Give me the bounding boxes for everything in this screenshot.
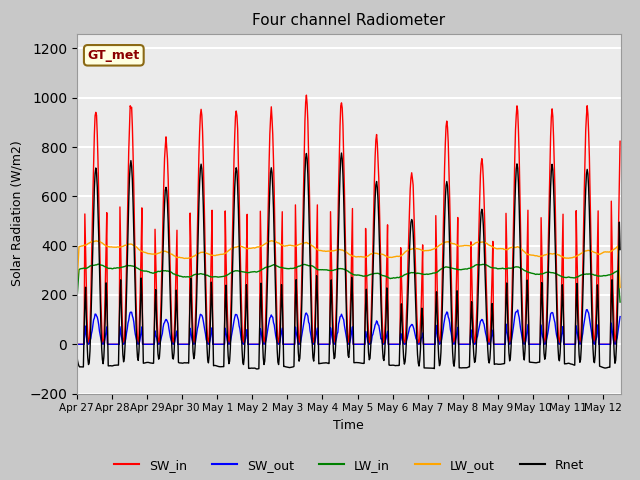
Text: GT_met: GT_met [88,49,140,62]
Title: Four channel Radiometer: Four channel Radiometer [252,13,445,28]
Legend: SW_in, SW_out, LW_in, LW_out, Rnet: SW_in, SW_out, LW_in, LW_out, Rnet [109,454,589,477]
Y-axis label: Solar Radiation (W/m2): Solar Radiation (W/m2) [11,141,24,287]
X-axis label: Time: Time [333,419,364,432]
